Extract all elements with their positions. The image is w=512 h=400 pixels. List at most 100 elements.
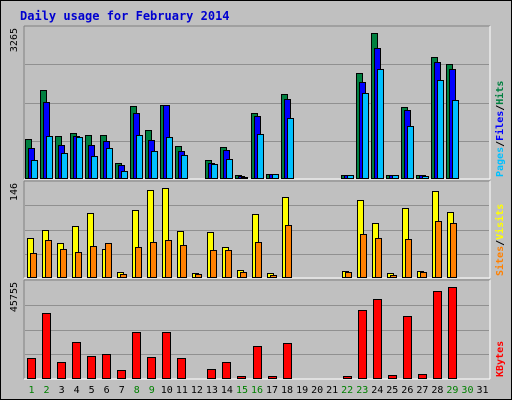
bar-sites-day-12 <box>195 274 202 278</box>
legend-separator: / <box>495 141 506 147</box>
bar-sites-day-4 <box>75 252 82 278</box>
bar-sites-day-17 <box>270 275 277 278</box>
bar-sites-day-26 <box>405 239 412 278</box>
legend-middle: Sites/Visits <box>494 204 506 276</box>
bar-sites-day-11 <box>180 245 187 278</box>
x-tick-day-25: 25 <box>386 385 398 396</box>
bar-sites-day-24 <box>375 238 382 278</box>
x-tick-day-19: 19 <box>296 385 308 396</box>
legend-top: Pages/Files/Hits <box>494 81 506 177</box>
bar-pages-day-17 <box>272 174 279 179</box>
bar-kbytes-day-2 <box>42 313 51 379</box>
bar-pages-day-28 <box>437 80 444 179</box>
bar-sites-day-27 <box>420 272 427 278</box>
bar-pages-day-11 <box>181 155 188 179</box>
bar-sites-day-5 <box>90 246 97 278</box>
bar-pages-day-18 <box>287 118 294 179</box>
bar-kbytes-day-13 <box>207 369 216 379</box>
bar-sites-day-1 <box>30 253 37 278</box>
bar-kbytes-day-24 <box>373 299 382 379</box>
legend-files: Files <box>494 111 506 141</box>
bar-pages-day-7 <box>121 171 128 179</box>
bar-pages-day-16 <box>257 134 264 179</box>
legend-kbytes: KBytes <box>495 341 506 377</box>
bar-pages-day-5 <box>91 156 98 179</box>
x-tick-day-17: 17 <box>266 385 278 396</box>
bar-sites-day-22 <box>345 272 352 278</box>
legend-separator: / <box>495 105 506 111</box>
bar-kbytes-day-4 <box>72 342 81 379</box>
x-tick-day-6: 6 <box>104 385 110 396</box>
x-tick-day-3: 3 <box>59 385 65 396</box>
bar-sites-day-29 <box>450 223 457 278</box>
bar-sites-day-8 <box>135 247 142 278</box>
bar-pages-day-13 <box>211 164 218 179</box>
x-tick-day-29: 29 <box>446 385 458 396</box>
bar-kbytes-day-1 <box>27 358 36 379</box>
bar-kbytes-day-14 <box>222 362 231 379</box>
bar-sites-day-10 <box>165 240 172 278</box>
bar-kbytes-day-6 <box>102 354 111 379</box>
bar-kbytes-day-17 <box>268 376 277 379</box>
bar-pages-day-29 <box>452 100 459 179</box>
bar-pages-day-6 <box>106 148 113 179</box>
x-tick-day-22: 22 <box>341 385 353 396</box>
bar-sites-day-6 <box>105 243 112 278</box>
bar-sites-day-7 <box>120 274 127 278</box>
bar-kbytes-day-16 <box>253 346 262 379</box>
bar-pages-day-8 <box>136 135 143 179</box>
bar-kbytes-day-26 <box>403 316 412 379</box>
bar-kbytes-day-3 <box>57 362 66 379</box>
bar-kbytes-day-25 <box>388 375 397 379</box>
bar-pages-day-14 <box>226 159 233 179</box>
bar-pages-day-3 <box>61 153 68 179</box>
bar-kbytes-day-8 <box>132 332 141 379</box>
x-tick-day-13: 13 <box>206 385 218 396</box>
x-tick-day-21: 21 <box>326 385 338 396</box>
x-tick-day-9: 9 <box>149 385 155 396</box>
bar-sites-day-14 <box>225 250 232 278</box>
bar-pages-day-9 <box>151 151 158 179</box>
x-tick-day-16: 16 <box>251 385 263 396</box>
x-tick-day-15: 15 <box>236 385 248 396</box>
bar-sites-day-18 <box>285 225 292 278</box>
x-tick-day-24: 24 <box>371 385 383 396</box>
legend-hits: Hits <box>494 81 506 105</box>
legend-visits: Visits <box>494 204 506 240</box>
y-axis-max-label: 45755 <box>9 282 20 312</box>
x-tick-day-1: 1 <box>29 385 35 396</box>
legend-bottom: KBytes <box>495 341 506 377</box>
x-tick-day-26: 26 <box>401 385 413 396</box>
x-tick-day-28: 28 <box>431 385 443 396</box>
bar-kbytes-day-9 <box>147 357 156 379</box>
x-tick-day-5: 5 <box>89 385 95 396</box>
x-tick-day-8: 8 <box>134 385 140 396</box>
bar-sites-day-25 <box>390 275 397 278</box>
x-tick-day-20: 20 <box>311 385 323 396</box>
bar-sites-day-23 <box>360 234 367 278</box>
bar-kbytes-day-10 <box>162 332 171 379</box>
x-tick-day-10: 10 <box>161 385 173 396</box>
bar-kbytes-day-28 <box>433 291 442 379</box>
x-tick-day-31: 31 <box>476 385 488 396</box>
bar-pages-day-24 <box>377 69 384 179</box>
bar-sites-day-28 <box>435 221 442 278</box>
bar-kbytes-day-15 <box>237 376 246 379</box>
bar-kbytes-day-11 <box>177 358 186 379</box>
x-tick-day-18: 18 <box>281 385 293 396</box>
legend-sites: Sites <box>494 246 506 276</box>
x-tick-day-30: 30 <box>461 385 473 396</box>
legend-separator: / <box>495 240 506 246</box>
bar-kbytes-day-18 <box>283 343 292 379</box>
bar-sites-day-9 <box>150 242 157 278</box>
chart-title: Daily usage for February 2014 <box>20 9 230 23</box>
x-tick-day-14: 14 <box>221 385 233 396</box>
bar-sites-day-16 <box>255 242 262 278</box>
bar-pages-day-22 <box>347 175 354 179</box>
legend-pages: Pages <box>495 147 506 177</box>
x-tick-day-4: 4 <box>74 385 80 396</box>
bar-pages-day-1 <box>31 160 38 179</box>
bar-kbytes-day-23 <box>358 310 367 379</box>
bar-pages-day-2 <box>46 136 53 179</box>
